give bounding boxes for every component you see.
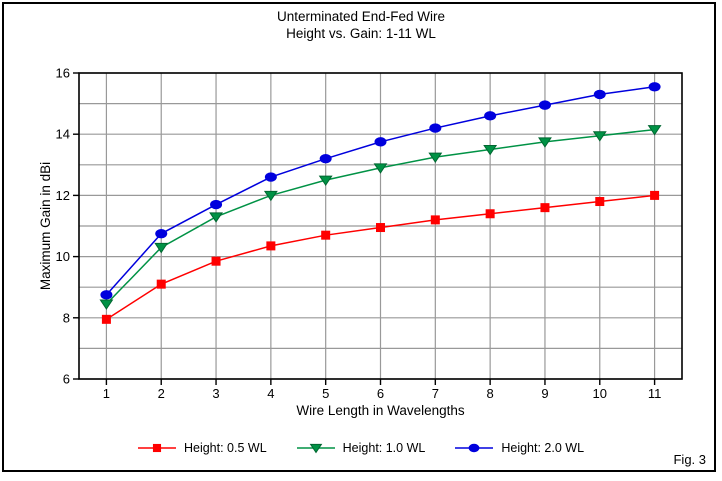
data-point-marker [155, 228, 168, 239]
data-point-marker [593, 89, 606, 100]
data-point-marker [318, 175, 333, 187]
data-point-marker [263, 190, 278, 202]
data-point-marker [538, 137, 552, 148]
x-tick-label: 8 [487, 386, 494, 401]
data-point-marker [484, 111, 497, 121]
data-point-marker [592, 131, 607, 142]
data-point-marker [309, 443, 322, 454]
legend-item: Height: 2.0 WL [455, 441, 584, 455]
legend-marker-icon [137, 443, 176, 453]
data-point-marker [650, 190, 660, 200]
y-tick-label: 14 [56, 127, 70, 142]
data-point-marker [154, 242, 169, 254]
chart-title: Unterminated End-Fed Wire [276, 9, 446, 24]
y-tick-label: 10 [56, 249, 70, 264]
data-point-marker [428, 152, 443, 164]
legend-label: Height: 2.0 WL [501, 441, 585, 455]
data-point-marker [373, 163, 388, 174]
series-0 [101, 190, 660, 324]
data-point-marker [538, 100, 551, 110]
data-point-marker [483, 145, 498, 156]
data-point-marker [430, 215, 440, 225]
chart-subtitle: Height vs. Gain: 1-11 WL [286, 26, 436, 41]
data-point-marker [209, 212, 223, 223]
series-1 [99, 125, 662, 310]
data-point-marker [100, 290, 113, 300]
data-point-marker [648, 82, 661, 92]
data-point-marker [210, 199, 223, 210]
legend-item: Height: 0.5 WL [137, 441, 267, 455]
data-point-marker [374, 137, 387, 147]
x-tick-label: 10 [593, 386, 607, 401]
series-2 [100, 82, 661, 300]
x-tick-label: 3 [212, 386, 219, 401]
figure-number: Fig. 3 [673, 452, 706, 467]
chart-legend: Height: 0.5 WL Height: 1.0 WL Height: 2.0 … [0, 441, 722, 455]
y-axis-title: Maximum Gain in dBi [38, 162, 53, 290]
data-point-marker [376, 223, 385, 233]
y-tick-label: 6 [63, 372, 70, 387]
data-point-marker [595, 197, 605, 207]
x-tick-label: 4 [267, 386, 274, 401]
data-point-marker [152, 443, 162, 453]
legend-label: Height: 0.5 WL [183, 441, 267, 455]
data-point-marker [264, 172, 277, 182]
x-tick-label: 11 [648, 386, 662, 401]
x-axis-title: Wire Length in Wavelengths [296, 403, 465, 418]
figure-border [2, 2, 716, 472]
x-tick-label: 7 [432, 386, 439, 401]
x-tick-label: 2 [158, 386, 165, 401]
data-point-marker [99, 299, 114, 310]
y-tick-label: 12 [56, 188, 70, 203]
data-point-marker [540, 203, 550, 213]
data-point-marker [319, 153, 332, 164]
data-point-marker [156, 279, 166, 289]
x-tick-label: 6 [377, 386, 384, 401]
x-tick-label: 9 [541, 386, 548, 401]
legend-item: Height: 1.0 WL [296, 441, 426, 455]
data-point-marker [468, 443, 480, 453]
legend-marker-icon [296, 443, 335, 454]
x-tick-label: 5 [322, 386, 329, 401]
data-point-marker [647, 125, 662, 136]
data-point-marker [101, 314, 111, 324]
x-tick-label: 1 [103, 386, 110, 401]
legend-label: Height: 1.0 WL [342, 441, 426, 455]
data-point-marker [211, 256, 221, 266]
legend-marker-icon [455, 443, 494, 453]
y-tick-label: 16 [56, 66, 70, 81]
data-point-marker [485, 209, 495, 219]
data-point-marker [321, 230, 331, 240]
y-tick-label: 8 [63, 310, 70, 325]
data-point-marker [429, 123, 442, 133]
data-point-marker [266, 241, 276, 251]
